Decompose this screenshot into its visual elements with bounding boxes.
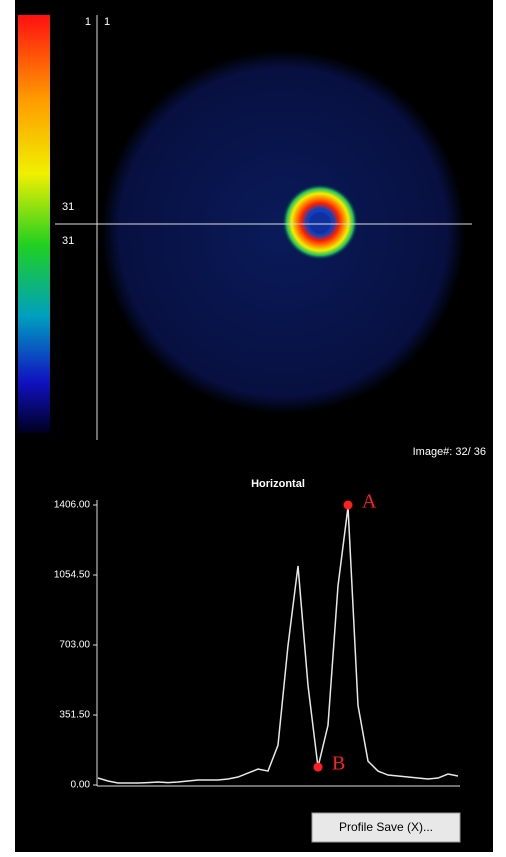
y-tick-label: 351.50 (59, 710, 90, 721)
image-counter: Image#: 32/ 36 (413, 446, 486, 458)
crosshair-label: 31 (62, 201, 74, 213)
colorbar-label: 1 (85, 16, 91, 28)
crosshair-label: 1 (104, 16, 110, 28)
annotation-label: B (332, 753, 345, 775)
y-tick-label: 1054.50 (54, 570, 91, 581)
image-disc (101, 50, 465, 414)
app-window: 1 1 31 31 Image#: 32/ 36 Horizontal Prof… (0, 0, 506, 852)
button[interactable]: Profile Save (X)... (312, 813, 460, 842)
annotation-label: A (362, 491, 377, 513)
y-tick-label: 703.00 (59, 640, 90, 651)
image-ring-center (309, 212, 331, 234)
y-tick-label: 0.00 (71, 780, 91, 791)
button-label[interactable]: Profile Save (X)... (339, 820, 433, 834)
annotation-marker (344, 501, 353, 510)
page: 1 1 31 31 Image#: 32/ 36 Horizontal Prof… (0, 0, 506, 852)
colorbar (18, 15, 50, 433)
y-tick-label: 1406.00 (54, 500, 91, 511)
chart-title: Horizontal (251, 478, 305, 490)
crosshair-label: 31 (62, 235, 74, 247)
annotation-marker (314, 763, 323, 772)
